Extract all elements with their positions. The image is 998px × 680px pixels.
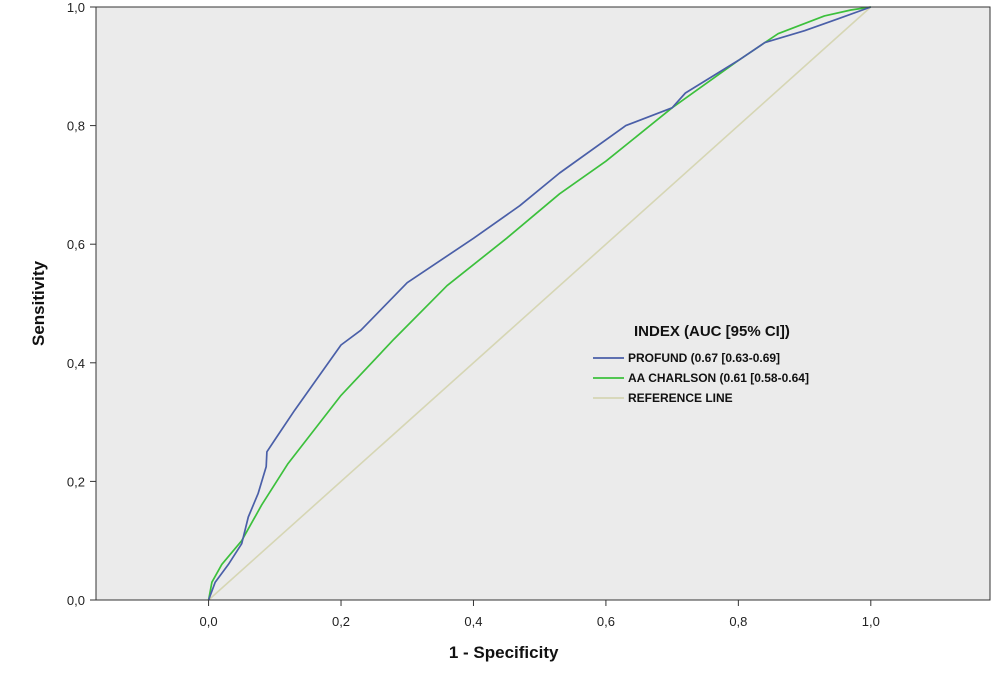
y-tick-label: 0,6: [67, 237, 85, 252]
legend: INDEX (AUC [95% CI]) PROFUND (0.67 [0.63…: [593, 323, 809, 405]
series-line-aa-charlson-0-61-0-58-0-64: [207, 6, 871, 601]
y-tick-label: 0,4: [67, 356, 85, 371]
x-tick-label: 0,6: [597, 614, 615, 629]
plot-frame: [95, 6, 991, 601]
x-tick-label: 0,2: [332, 614, 350, 629]
y-tick-label: 0,2: [67, 474, 85, 489]
y-tick-label: 0,8: [67, 119, 85, 134]
legend-label: AA CHARLSON (0.61 [0.58-0.64]: [628, 371, 809, 385]
legend-label: PROFUND (0.67 [0.63-0.69]: [628, 351, 780, 365]
legend-title: INDEX (AUC [95% CI]): [634, 323, 790, 340]
legend-items: PROFUND (0.67 [0.63-0.69] AA CHARLSON (0.…: [593, 351, 809, 405]
x-tick-label: 1,0: [862, 614, 880, 629]
x-tick-label: 0,4: [464, 614, 482, 629]
plot-area: [96, 7, 990, 600]
y-tick-label: 0,0: [67, 593, 85, 608]
x-axis-ticks: 0,0 0,2 0,4 0,6 0,8 1,0: [200, 600, 880, 629]
x-tick-label: 0,8: [729, 614, 747, 629]
x-tick-label: 0,0: [200, 614, 218, 629]
legend-label: REFERENCE LINE: [628, 391, 733, 405]
series-line-reference-line: [208, 6, 872, 601]
y-tick-label: 1,0: [67, 0, 85, 15]
series-lines: [207, 6, 872, 601]
series-line-profund-0-67-0-63-0-69: [207, 6, 872, 601]
y-axis-title: Sensitivity: [29, 260, 48, 346]
y-axis-ticks: 0,0 0,2 0,4 0,6 0,8 1,0: [67, 0, 96, 608]
x-axis-title: 1 - Specificity: [449, 643, 559, 662]
